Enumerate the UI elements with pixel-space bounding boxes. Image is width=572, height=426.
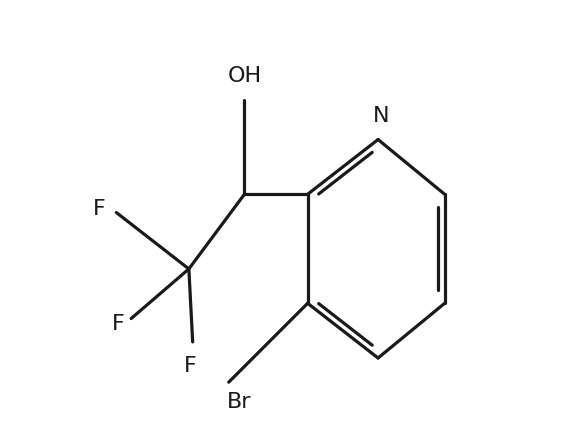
Text: F: F	[93, 199, 106, 219]
Text: F: F	[184, 355, 197, 375]
Text: Br: Br	[227, 391, 252, 411]
Text: F: F	[112, 313, 125, 333]
Text: N: N	[373, 106, 390, 125]
Text: OH: OH	[227, 66, 261, 86]
